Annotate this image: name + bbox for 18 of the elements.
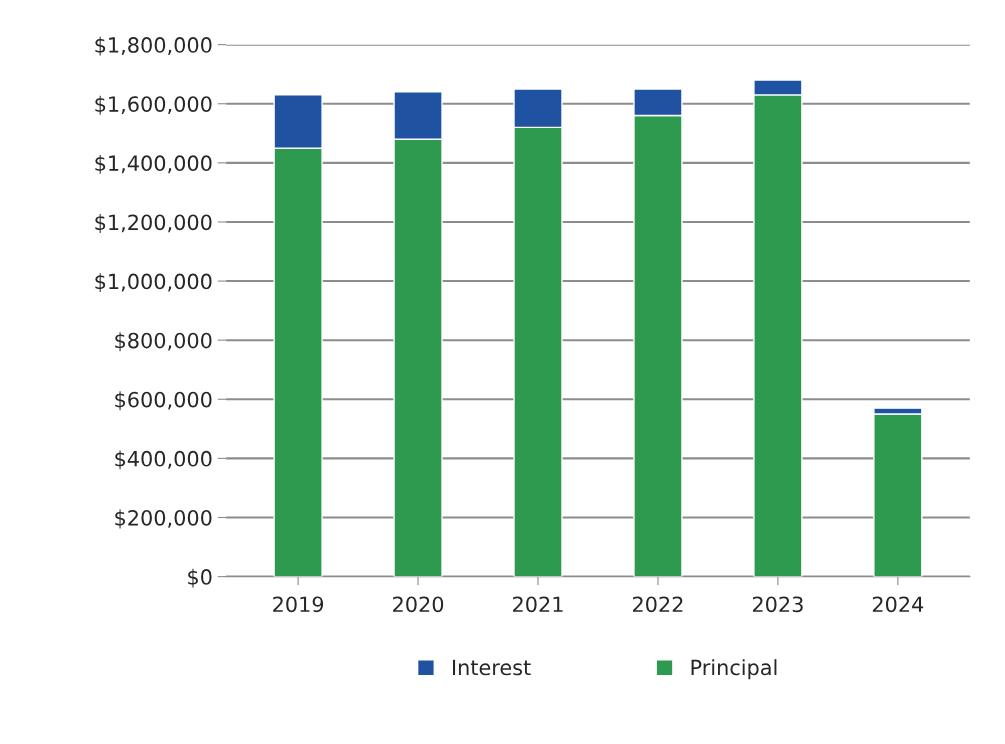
y-tick-label: $400,000 (115, 450, 212, 470)
y-tick-label: $0 (188, 568, 212, 588)
x-tick-label: 2024 (872, 596, 924, 613)
x-tick-label: 2022 (632, 596, 683, 613)
x-tick-label: 2019 (273, 596, 324, 613)
y-tick-label: $800,000 (115, 332, 212, 352)
x-tick-label: 2020 (393, 596, 444, 613)
y-tick-label: $1,400,000 (95, 154, 212, 174)
x-tick-label: 2023 (752, 596, 803, 613)
legend-label: Interest (453, 659, 531, 676)
y-tick-label: $1,800,000 (95, 36, 212, 56)
y-tick-label: $1,200,000 (95, 214, 212, 233)
y-tick-label: $1,000,000 (95, 273, 212, 293)
y-tick-label: $600,000 (115, 391, 212, 411)
y-tick-label: $1,600,000 (95, 95, 212, 115)
x-tick-label: 2021 (513, 596, 563, 613)
y-tick-label: $200,000 (115, 509, 212, 529)
legend-label: Principal (691, 659, 777, 680)
